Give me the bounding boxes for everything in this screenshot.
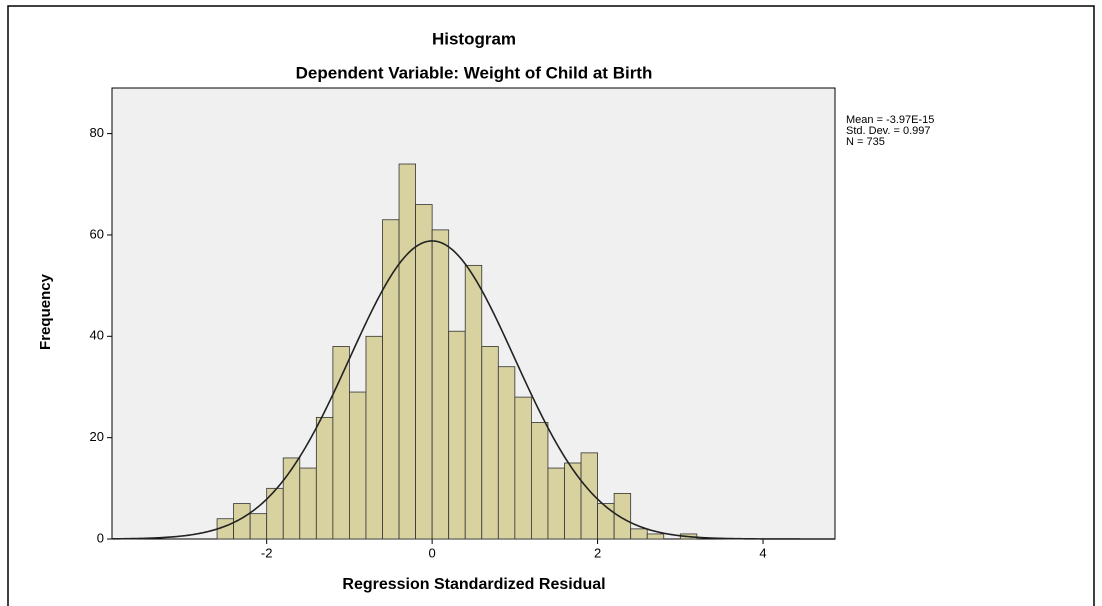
bar: [464, 264, 483, 540]
bar: [564, 462, 582, 540]
bar: [299, 467, 317, 540]
y-axis-label: Frequency: [37, 273, 54, 350]
bar: [531, 422, 549, 540]
y-tick-label: 20: [90, 429, 104, 444]
x-tick-label: 4: [759, 545, 766, 560]
y-tick-label: 80: [90, 125, 104, 140]
bar: [315, 416, 334, 540]
bar: [514, 396, 532, 540]
bar: [597, 503, 615, 540]
bar: [481, 346, 499, 540]
bar: [398, 163, 416, 540]
stat-mean: Mean = -3.97E-15: [846, 114, 934, 126]
stat-n: N = 735: [846, 136, 885, 148]
bar: [431, 229, 450, 540]
bar: [249, 513, 268, 540]
bar: [613, 492, 632, 540]
x-tick-label: 0: [429, 545, 436, 560]
y-tick-label: 60: [90, 226, 104, 241]
chart-subtitle: Dependent Variable: Weight of Child at B…: [296, 63, 653, 82]
x-tick-label: -2: [261, 545, 273, 560]
bar: [630, 528, 648, 540]
x-axis-label: Regression Standardized Residual: [342, 576, 605, 593]
frame: [7, 5, 1095, 606]
bar: [448, 330, 466, 540]
x-tick-label: 2: [594, 545, 601, 560]
bar: [646, 533, 665, 540]
bar: [349, 391, 367, 540]
y-tick-label: 40: [90, 328, 104, 343]
chart-title: Histogram: [432, 29, 516, 48]
bar: [365, 335, 383, 540]
bar: [547, 467, 565, 540]
stat-std-dev: Std. Dev. = 0.997: [846, 125, 931, 137]
bar: [497, 366, 516, 540]
y-tick-label: 0: [97, 530, 104, 545]
normal-curve: [111, 240, 835, 540]
bar: [415, 204, 433, 540]
bar: [580, 452, 598, 540]
